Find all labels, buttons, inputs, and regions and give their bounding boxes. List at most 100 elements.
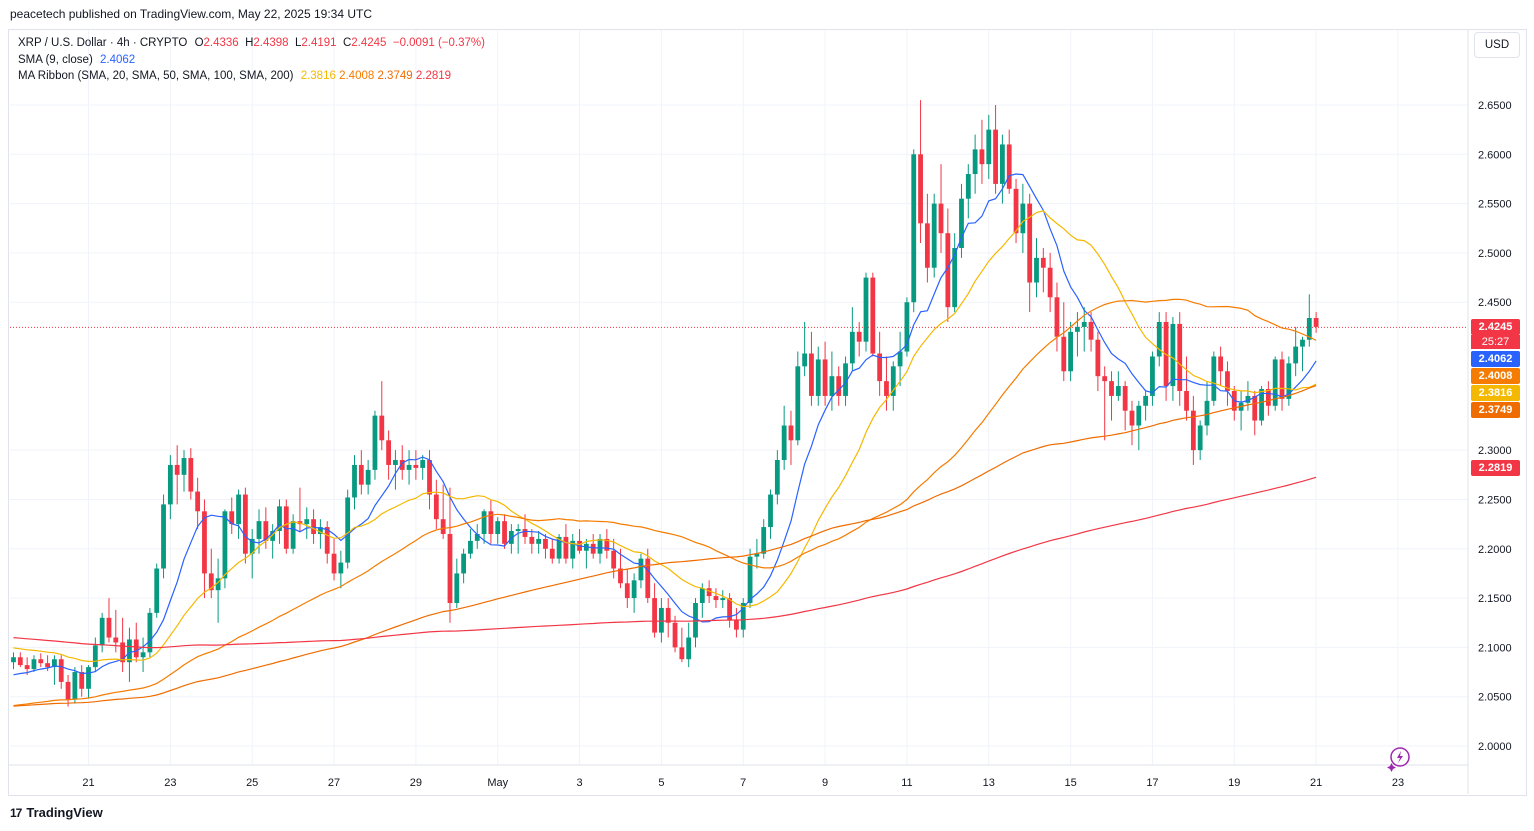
y-tick-label: 2.5500 <box>1478 199 1512 211</box>
candle-body <box>1306 318 1312 340</box>
candle-body <box>1286 363 1292 399</box>
candle-body <box>202 511 207 574</box>
candle-body <box>249 538 255 554</box>
candle-body <box>556 536 562 559</box>
footer: 17 TradingView <box>10 805 103 820</box>
candle-body <box>563 536 569 559</box>
x-tick-label: 25 <box>246 777 258 789</box>
candle-body <box>324 527 330 554</box>
candle-body <box>1218 356 1224 372</box>
candle-body <box>604 538 610 551</box>
candle-body <box>1259 389 1264 421</box>
candle-body <box>372 415 378 470</box>
candle-body <box>474 533 480 541</box>
candle-body <box>1081 321 1087 327</box>
candle-body <box>1197 425 1203 451</box>
candle-body <box>92 645 98 668</box>
x-tick-label: 21 <box>82 777 94 789</box>
candle-body <box>1075 326 1080 332</box>
chart-frame[interactable] <box>8 29 1527 796</box>
x-tick-label: 11 <box>901 777 912 789</box>
candle-body <box>181 458 187 475</box>
candle-body <box>1013 188 1019 234</box>
candle-body <box>86 667 91 689</box>
candle-body <box>1109 381 1114 396</box>
candle-body <box>965 174 971 199</box>
candle-body <box>440 519 446 534</box>
candle-body <box>133 639 139 658</box>
candle-body <box>754 553 760 557</box>
x-tick-label: May <box>487 777 508 789</box>
symbol-title[interactable]: XRP / U.S. Dollar · 4h · CRYPTO <box>18 37 188 49</box>
sparkle-icon[interactable] <box>1386 746 1412 772</box>
candle-body <box>734 619 739 630</box>
candle-body <box>1027 203 1033 283</box>
candle-body <box>188 458 194 492</box>
low-value: 2.4191 <box>301 37 337 49</box>
candle-body <box>270 531 276 541</box>
currency-button[interactable]: USD <box>1474 32 1520 58</box>
candle-body <box>1265 389 1271 406</box>
candle-body <box>52 659 57 668</box>
candle-body <box>986 129 992 165</box>
candle-body <box>536 538 542 544</box>
candle-body <box>720 598 726 601</box>
y-tick-label: 2.2500 <box>1478 494 1512 506</box>
grid-lines <box>8 30 1469 794</box>
candle-body <box>1170 323 1176 387</box>
x-tick-label: 27 <box>328 777 340 789</box>
candle-body <box>672 622 678 648</box>
candle-body <box>931 203 937 268</box>
candle-body <box>413 464 419 468</box>
candle-body <box>1272 359 1278 406</box>
candles <box>11 100 1319 707</box>
candle-body <box>1184 390 1189 411</box>
tradingview-brand: TradingView <box>26 805 103 820</box>
candle-body <box>318 527 323 534</box>
x-tick-label: 15 <box>1064 777 1076 789</box>
candle-body <box>590 543 596 554</box>
candle-body <box>365 469 371 485</box>
candle-body <box>802 353 808 367</box>
high-label: H <box>245 37 254 49</box>
open-value: 2.4336 <box>203 37 239 49</box>
candle-body <box>1040 257 1046 268</box>
candle-body <box>727 598 732 620</box>
candle-body <box>870 277 876 354</box>
change-value: −0.0091 (−0.37%) <box>392 37 485 49</box>
candle-body <box>215 578 221 591</box>
candle-body <box>747 556 753 604</box>
y-tick-label: 2.4500 <box>1478 297 1512 309</box>
sma-100-line <box>13 384 1317 707</box>
candle-body <box>58 659 64 682</box>
sma-value: 2.4062 <box>99 53 136 66</box>
y-axis: 2.6500 2.6000 2.5500 2.5000 2.4500 2.3000 2.25… <box>1478 100 1512 753</box>
y-tick-label: 2.2000 <box>1478 544 1512 556</box>
candle-body <box>1006 144 1012 189</box>
candle-body <box>938 203 944 234</box>
candle-body <box>740 603 746 630</box>
candle-body <box>904 302 910 352</box>
x-tick-label: 3 <box>576 777 582 789</box>
price-tag: 2.3749 <box>1471 402 1520 419</box>
candle-body <box>399 460 405 470</box>
candle-body <box>304 519 310 525</box>
candle-body <box>774 460 780 495</box>
sma-label[interactable]: SMA (9, close) <box>18 53 93 66</box>
candle-body <box>570 540 576 559</box>
candle-body <box>686 637 692 660</box>
candle-body <box>1034 257 1039 283</box>
x-tick-label: 7 <box>740 777 746 789</box>
x-tick-label: 13 <box>983 777 995 789</box>
candle-body <box>829 376 835 396</box>
ribbon-label[interactable]: MA Ribbon (SMA, 20, SMA, 50, SMA, 100, S… <box>18 70 294 82</box>
sma-row: SMA (9, close) 2.4062 <box>18 52 485 69</box>
candle-body <box>1211 356 1217 401</box>
y-tick-label: 2.6000 <box>1478 149 1512 161</box>
candle-body <box>795 366 801 441</box>
candle-body <box>65 681 71 700</box>
y-tick-label: 2.5000 <box>1478 248 1512 260</box>
candle-body <box>468 540 473 554</box>
y-tick-label: 2.3000 <box>1478 445 1512 457</box>
